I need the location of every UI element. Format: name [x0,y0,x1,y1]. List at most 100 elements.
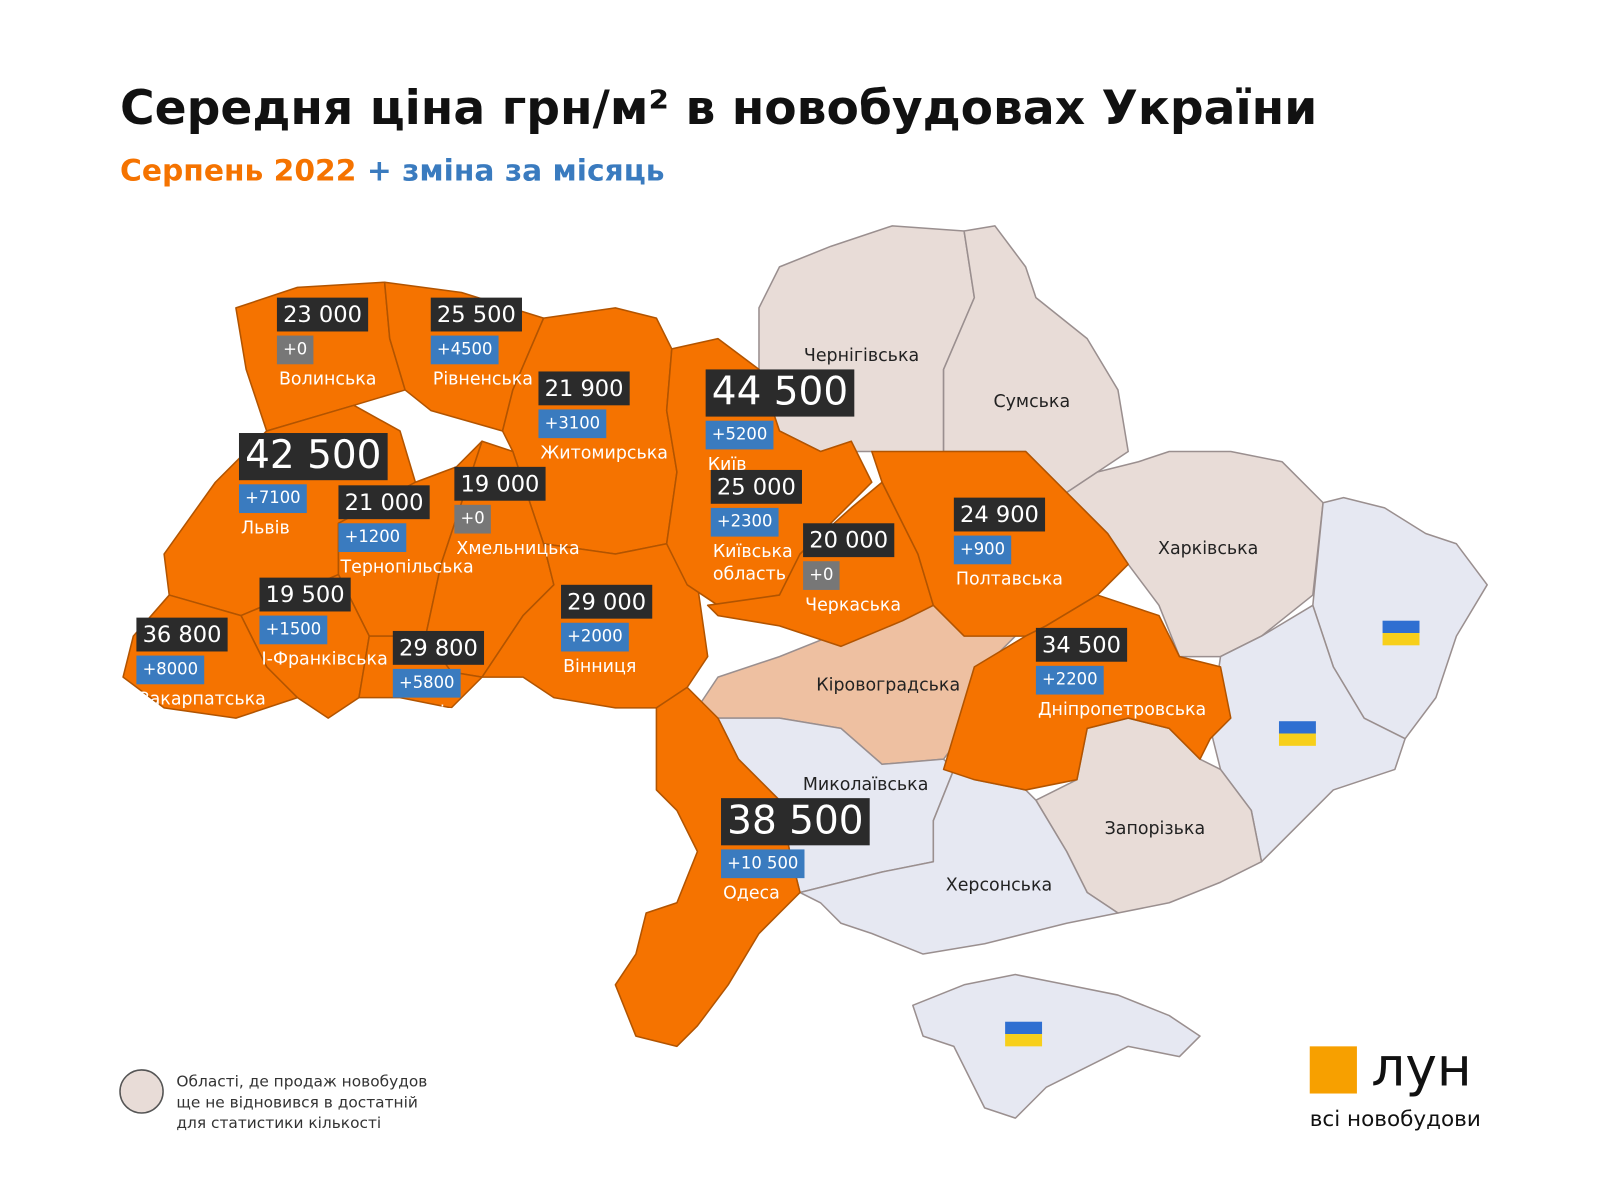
change-box [136,655,205,685]
change-label: +3100 [545,413,601,432]
change-box [454,504,491,534]
change-label: +4500 [437,339,493,358]
region-shape [942,225,1129,494]
price-box [561,584,653,619]
price-box [238,433,388,481]
price-box [136,617,228,652]
region-name: Житомирська [541,444,668,464]
change-box [238,484,307,514]
price-box [1035,627,1128,662]
change-label: +1200 [345,527,401,546]
change-box [430,335,499,365]
region-name: Кіровоградська [816,675,960,695]
price-box [338,485,430,520]
region-name: Полтавська [956,570,1063,590]
price-box [538,371,630,406]
change-label: +2300 [717,512,772,531]
price-box [430,297,522,332]
legend-text: Області, де продаж новобудов [176,1073,427,1091]
region-name: Черкаська [805,595,901,615]
change-label: +900 [960,539,1005,558]
price-label: 24 900 [960,502,1039,528]
price-label: 29 800 [399,635,478,661]
price-label: 23 000 [283,302,362,328]
price-label: 19 500 [266,582,345,608]
flags [1005,620,1420,1047]
change-box [338,523,407,552]
price-box [259,577,351,612]
logo-mark [1309,1046,1357,1094]
region-shape [614,686,801,1048]
region-name: Закарпатська [138,690,265,710]
region-name: Київська [713,542,793,562]
region-name: Херсонська [946,875,1052,895]
change-box [259,615,328,645]
price-label: 29 000 [567,589,646,615]
legend-swatch [119,1069,164,1114]
price-box [953,497,1046,532]
region-name: Сумська [993,392,1070,412]
price-label: 25 500 [437,302,516,328]
price-label: 36 800 [143,622,222,648]
price-label: 44 500 [712,370,848,415]
change-box [721,849,805,879]
price-label: 20 000 [809,528,888,554]
region-name: область [713,565,786,585]
change-label: +0 [283,339,307,358]
change-box [803,561,840,590]
price-label: 38 500 [727,798,863,843]
change-box [710,507,779,537]
change-label: +8000 [143,659,199,678]
region-name: Дніпропетровська [1038,700,1206,720]
region-name: Волинська [279,370,377,390]
region-name: Тернопільська [340,557,474,577]
region-name: Чернігівська [804,346,919,366]
region-name: Одеса [723,884,780,904]
change-label: +7100 [245,488,301,507]
price-box [721,798,870,846]
region-shape [1065,450,1324,658]
subtitle-date: Серпень 2022 [120,153,356,188]
logo-name: лун [1371,1036,1472,1099]
region-name: Київ [708,455,747,475]
legend-text: для статистики кількості [176,1114,381,1132]
change-box [538,409,607,439]
price-label: 34 500 [1042,632,1121,658]
price-label: 21 000 [345,490,424,516]
change-label: +5200 [712,425,768,444]
price-box [276,297,369,332]
region-name: Рівненська [433,370,533,390]
region-name: Чернівецька [395,703,509,723]
price-box [710,469,802,504]
title: Середня ціна грн/м² в новобудовах Україн… [120,81,1317,136]
change-label: +5800 [399,673,454,692]
change-box [561,622,629,652]
legend-text: ще не відновився в достатній [176,1093,417,1111]
logo-tagline: всі новобудови [1310,1107,1481,1132]
change-label: +10 500 [727,853,798,872]
price-box [705,369,855,417]
change-label: +0 [461,509,485,528]
region-name: Вінниця [563,657,636,677]
region-name: Миколаївська [803,775,929,795]
price-label: 21 900 [545,376,624,402]
price-box [454,466,546,501]
region-name: Харківська [1158,539,1258,559]
price-label: 19 000 [461,471,540,497]
region-shape [758,225,976,463]
region-name: Запорізька [1105,819,1206,839]
change-label: +2200 [1042,670,1098,689]
subtitle: Серпень 2022 + зміна за місяць [120,153,665,188]
price-box [803,523,895,558]
change-box [953,535,1012,565]
region-name: Хмельницька [456,539,579,559]
price-label: 25 000 [717,474,796,500]
change-box [392,668,461,698]
price-label: 42 500 [245,433,381,478]
change-label: +2000 [567,627,623,646]
subtitle-change: + зміна за місяць [367,153,665,188]
price-box [392,630,485,665]
region-name: Львів [241,518,290,538]
change-box [276,335,314,365]
